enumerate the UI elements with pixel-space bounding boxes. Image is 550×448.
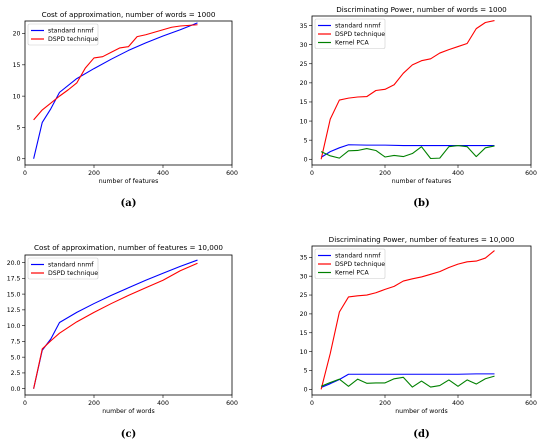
y-tick-label: 15 xyxy=(13,62,21,69)
legend-entry: DSPD technique xyxy=(335,261,385,268)
y-tick-label: 20 xyxy=(13,31,21,38)
x-axis-label: number of words xyxy=(102,408,154,415)
x-tick-label: 0 xyxy=(23,170,27,177)
series-line-kernel-pca xyxy=(320,144,495,160)
y-tick-label: 20.0 xyxy=(7,260,21,267)
legend-entry: standard nnmf xyxy=(335,23,381,30)
y-tick-label: 35 xyxy=(300,255,308,262)
y-tick-label: 5 xyxy=(17,125,21,132)
panel-caption: (b) xyxy=(413,198,429,209)
chart-title: Discriminating Power, number of words = … xyxy=(336,5,507,14)
panel-caption: (a) xyxy=(121,198,137,209)
plot-area xyxy=(311,245,532,396)
x-axis-label: number of features xyxy=(392,178,452,185)
y-tick-label: 7.5 xyxy=(11,339,21,346)
y-tick-label: 25 xyxy=(300,292,308,299)
series-line-standard-nnmf xyxy=(33,22,198,159)
y-tick-label: 35 xyxy=(300,23,308,30)
y-tick-label: 5.0 xyxy=(11,354,21,361)
x-tick-label: 200 xyxy=(379,170,391,177)
y-tick-label: 20 xyxy=(300,311,308,318)
x-tick-label: 400 xyxy=(452,170,464,177)
legend-entry: standard nnmf xyxy=(335,253,381,260)
chart-title: Cost of approximation, number of feature… xyxy=(34,243,223,252)
x-tick-label: 600 xyxy=(525,400,537,407)
chart-1: Cost of approximation, number of words =… xyxy=(13,10,238,209)
x-tick-label: 0 xyxy=(310,400,314,407)
x-tick-label: 200 xyxy=(88,170,100,177)
legend xyxy=(27,23,99,46)
x-tick-label: 600 xyxy=(525,170,537,177)
y-tick-label: 10 xyxy=(13,93,21,100)
x-tick-label: 200 xyxy=(379,400,391,407)
series-line-dspd-technique xyxy=(320,20,495,160)
series-line-dspd-technique xyxy=(33,24,198,121)
series-line-kernel-pca xyxy=(320,375,495,388)
y-tick-label: 30 xyxy=(300,42,308,49)
chart-3: Cost of approximation, number of feature… xyxy=(7,243,238,440)
y-tick-label: 10 xyxy=(300,118,308,125)
x-tick-label: 400 xyxy=(157,400,169,407)
y-tick-label: 15 xyxy=(300,99,308,106)
x-tick-label: 400 xyxy=(157,170,169,177)
legend xyxy=(314,18,386,49)
x-tick-label: 600 xyxy=(226,400,238,407)
y-tick-label: 20 xyxy=(300,80,308,87)
legend-entry: standard nnmf xyxy=(48,28,94,35)
x-axis-label: number of words xyxy=(395,408,447,415)
legend-entry: standard nnmf xyxy=(48,262,94,269)
y-tick-label: 25 xyxy=(300,61,308,68)
x-tick-label: 0 xyxy=(23,400,27,407)
chart-title: Cost of approximation, number of words =… xyxy=(42,10,216,19)
series-line-dspd-technique xyxy=(33,262,198,389)
panel-caption: (c) xyxy=(121,429,137,440)
y-tick-label: 0 xyxy=(304,156,308,163)
panel-caption: (d) xyxy=(413,429,429,440)
series-line-dspd-technique xyxy=(320,250,495,390)
y-tick-label: 0 xyxy=(304,387,308,394)
legend-entry: Kernel PCA xyxy=(335,270,369,277)
x-tick-label: 200 xyxy=(88,400,100,407)
legend xyxy=(27,257,99,280)
chart-title: Discriminating Power, number of features… xyxy=(329,235,515,244)
legend-entry: DSPD technique xyxy=(335,31,385,38)
series-line-standard-nnmf xyxy=(33,259,198,389)
y-tick-label: 10.0 xyxy=(7,323,21,330)
y-tick-label: 2.5 xyxy=(11,370,21,377)
x-tick-label: 400 xyxy=(452,400,464,407)
y-tick-label: 0 xyxy=(17,156,21,163)
legend-entry: DSPD technique xyxy=(48,36,98,43)
y-tick-label: 5 xyxy=(304,368,308,375)
y-tick-label: 0.0 xyxy=(11,386,21,393)
legend-entry: DSPD technique xyxy=(48,270,98,277)
y-tick-label: 30 xyxy=(300,273,308,280)
plot-area xyxy=(24,254,233,396)
plot-area xyxy=(24,20,233,166)
y-tick-label: 5 xyxy=(304,137,308,144)
y-tick-label: 10 xyxy=(300,349,308,356)
legend-entry: Kernel PCA xyxy=(335,40,369,47)
x-tick-label: 0 xyxy=(310,170,314,177)
x-tick-label: 600 xyxy=(226,170,238,177)
x-axis-label: number of features xyxy=(99,178,159,185)
plot-area xyxy=(311,15,532,166)
y-tick-label: 17.5 xyxy=(7,276,21,283)
chart-4: Discriminating Power, number of features… xyxy=(300,235,537,440)
chart-2: Discriminating Power, number of words = … xyxy=(300,5,537,209)
y-tick-label: 12.5 xyxy=(7,307,21,314)
y-tick-label: 15 xyxy=(300,330,308,337)
y-tick-label: 15.0 xyxy=(7,291,21,298)
legend xyxy=(314,248,386,279)
